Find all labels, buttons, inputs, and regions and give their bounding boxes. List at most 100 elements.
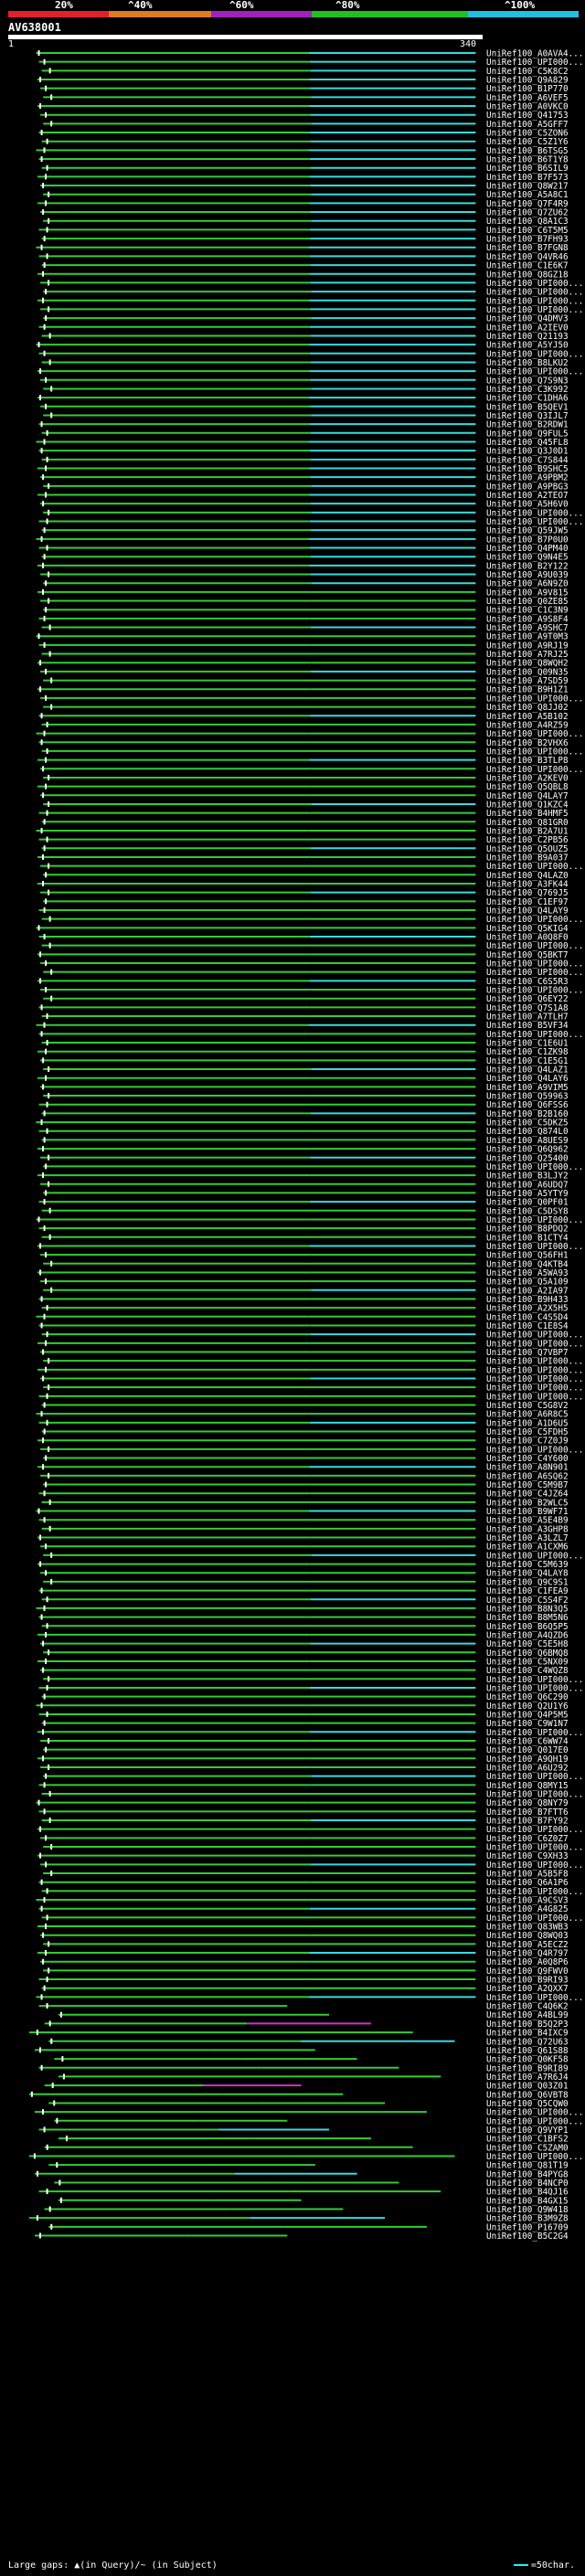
- hit-label: UniRef100_B8M5N6: [486, 1613, 569, 1623]
- hit-label: UniRef100_Q0PF01: [486, 1198, 569, 1208]
- hit-row: UniRef100_A7SD59: [43, 676, 569, 686]
- hit-row: UniRef100_UPI000...: [35, 2108, 583, 2118]
- hit-label: UniRef100_A6U292: [486, 1763, 569, 1773]
- hit-label: UniRef100_A5ECZ2: [486, 1940, 569, 1950]
- hit-label: UniRef100_Q4DMV3: [486, 314, 569, 324]
- hit-label: UniRef100_A9SHC7: [486, 623, 569, 633]
- hit-label: UniRef100_C2PB56: [486, 835, 569, 845]
- hit-row: UniRef100_B9SHC5: [37, 464, 569, 474]
- hit-row: UniRef100_Q5QBL8: [37, 782, 569, 792]
- hit-label: UniRef100_A3FK44: [486, 879, 569, 889]
- hit-label: UniRef100_UPI000...: [486, 1030, 583, 1040]
- hit-label: UniRef100_C5FDH5: [486, 1427, 569, 1437]
- hit-row: UniRef100_A4G825: [38, 1904, 569, 1914]
- gap-marker: [62, 2073, 65, 2080]
- gap-marker: [43, 323, 46, 330]
- hit-row: UniRef100_Q017E0: [43, 1745, 569, 1755]
- gap-marker: [45, 607, 48, 613]
- gap-marker: [39, 1534, 42, 1541]
- gap-marker: [39, 2047, 42, 2053]
- hit-row: UniRef100_Q56FH1: [40, 1251, 569, 1261]
- hit-row: UniRef100_Q0PF01: [38, 1198, 569, 1208]
- hit-label: UniRef100_Q8JJ02: [486, 703, 569, 713]
- gap-marker: [40, 1994, 43, 2000]
- scale-segment-purple: [211, 11, 312, 17]
- gap-marker: [46, 429, 48, 436]
- hit-row: UniRef100_A5E4B9: [38, 1516, 569, 1526]
- hit-row: UniRef100_A2IA97: [43, 1286, 569, 1296]
- hit-row: UniRef100_Q4LAZ0: [43, 871, 569, 881]
- hit-label: UniRef100_A0Q8P6: [486, 1957, 569, 1967]
- gap-marker: [45, 757, 48, 763]
- hit-row: UniRef100_C1BFS2: [58, 2135, 569, 2145]
- gap-marker: [45, 315, 48, 322]
- hit-label: UniRef100_Q9FUL5: [486, 429, 569, 439]
- gap-marker: [42, 1349, 45, 1355]
- hit-row: UniRef100_UPI000...: [40, 986, 583, 996]
- gap-marker: [43, 906, 46, 913]
- gap-marker: [39, 395, 42, 401]
- hit-label: UniRef100_B2Y122: [486, 561, 569, 571]
- hit-label: UniRef100_B7FTT6: [486, 1807, 569, 1818]
- hit-row: UniRef100_Q6BMQ8: [43, 1648, 569, 1659]
- hit-label: UniRef100_B8PDQ2: [486, 1224, 569, 1235]
- hit-row: UniRef100_B6Q5P5: [41, 1622, 569, 1632]
- hit-label: UniRef100_UPI000...: [486, 765, 583, 775]
- gap-marker: [40, 1587, 43, 1594]
- hit-row: UniRef100_UPI000...: [43, 1843, 583, 1853]
- hit-label: UniRef100_A5B102: [486, 712, 569, 722]
- hit-label: UniRef100_C4S5D4: [486, 1312, 569, 1322]
- hit-label: UniRef100_UPI000...: [486, 1215, 583, 1225]
- hit-label: UniRef100_Q81GR0: [486, 818, 569, 828]
- hit-label: UniRef100_B6TSG5: [486, 146, 569, 156]
- hit-row: UniRef100_C4WQZ8: [40, 1666, 569, 1676]
- hit-row: UniRef100_A3FK44: [37, 879, 569, 889]
- hit-label: UniRef100_B6T1Y8: [486, 155, 569, 165]
- hit-row: UniRef100_Q6C290: [41, 1692, 569, 1702]
- hit-label: UniRef100_Q4LAZ0: [486, 871, 569, 881]
- gap-marker: [43, 1490, 46, 1497]
- hit-label: UniRef100_UPI000...: [486, 1683, 583, 1693]
- hit-row: UniRef100_Q4DMV3: [43, 314, 569, 324]
- hit-label: UniRef100_Q4KTB4: [486, 1259, 569, 1269]
- hit-row: UniRef100_B9RI93: [38, 1976, 569, 1986]
- gap-marker: [45, 1340, 48, 1346]
- gap-marker: [39, 951, 42, 958]
- hit-label: UniRef100_Q7F4R9: [486, 199, 569, 209]
- gap-marker: [43, 1199, 46, 1205]
- gap-marker: [46, 1305, 48, 1311]
- hit-label: UniRef100_A9PBG3: [486, 482, 569, 492]
- hit-row: UniRef100_UPI000...: [40, 694, 583, 704]
- hit-row: UniRef100_B8PDQ2: [38, 1224, 569, 1235]
- hit-row: UniRef100_C1ZK98: [37, 1047, 569, 1057]
- hit-label: UniRef100_Q81T19: [486, 2161, 569, 2171]
- hit-row: UniRef100_UPI000...: [41, 1789, 583, 1799]
- hit-row: UniRef100_UPI000...: [37, 1365, 583, 1375]
- gap-marker: [48, 1525, 51, 1532]
- gap-marker: [42, 1084, 45, 1090]
- hit-label: UniRef100_UPI000...: [486, 1357, 583, 1367]
- hit-row: UniRef100_UPI000...: [37, 1825, 583, 1835]
- hit-row: UniRef100_A9S8F4: [38, 614, 569, 624]
- hit-label: UniRef100_B2A7U1: [486, 826, 569, 836]
- hit-label: UniRef100_UPI000...: [486, 58, 583, 68]
- hit-row: UniRef100_B6SIL9: [41, 164, 569, 174]
- gap-marker: [45, 111, 48, 118]
- gap-marker: [39, 77, 42, 83]
- hit-row: UniRef100_A9SHC7: [41, 623, 569, 633]
- hit-label: UniRef100_UPI000...: [486, 517, 583, 527]
- hit-label: UniRef100_A9S8F4: [486, 614, 569, 624]
- gap-marker: [45, 1658, 48, 1664]
- hit-row: UniRef100_Q8NY79: [36, 1798, 569, 1808]
- hit-row: UniRef100_B7FGN8: [36, 243, 569, 253]
- gap-marker: [43, 819, 46, 825]
- hit-label: UniRef100_A5A8C1: [486, 190, 569, 200]
- gap-marker: [48, 482, 50, 489]
- hit-label: UniRef100_UPI000...: [486, 1330, 583, 1341]
- gap-marker: [40, 1879, 43, 1885]
- gap-marker: [40, 421, 43, 428]
- gap-marker: [48, 942, 51, 949]
- hit-label: UniRef100_Q9N4E5: [486, 553, 569, 563]
- hit-row: UniRef100_B7FY92: [41, 1817, 569, 1827]
- hit-label: UniRef100_Q4LAY7: [486, 791, 569, 801]
